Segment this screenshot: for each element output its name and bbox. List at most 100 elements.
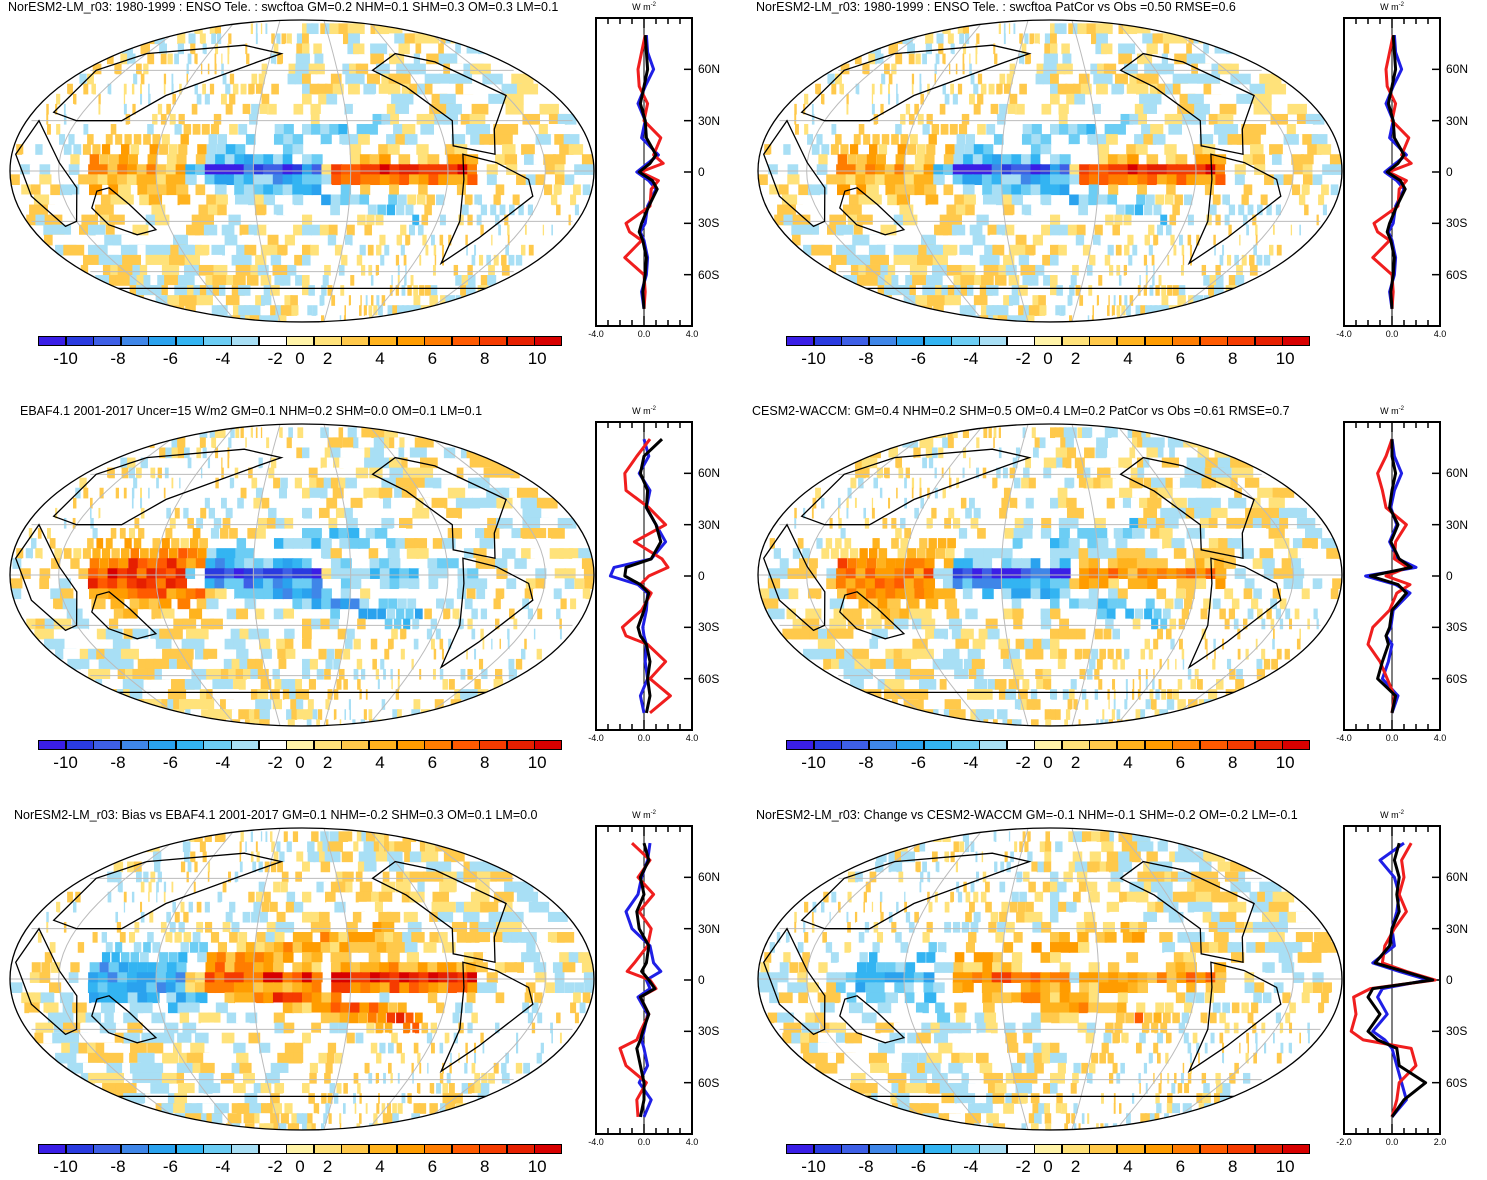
colorbar-swatch <box>1144 740 1173 750</box>
map-cell <box>507 224 510 236</box>
map-cell <box>172 93 176 105</box>
map-cell <box>1050 427 1057 439</box>
map-cell <box>292 144 304 155</box>
map-cell <box>399 578 410 590</box>
map-cell <box>484 528 500 539</box>
map-cell <box>166 911 171 923</box>
map-cell <box>1028 305 1037 316</box>
map-cell <box>322 467 333 479</box>
map-cell <box>318 93 329 105</box>
map-cell <box>533 628 536 640</box>
map-cell <box>983 144 994 155</box>
map-cell <box>330 204 340 216</box>
map-cell <box>380 658 385 670</box>
map-cell <box>228 437 232 449</box>
map-cell <box>1088 164 1100 175</box>
map-cell <box>557 113 577 125</box>
map-cell <box>1069 548 1081 559</box>
map-cell <box>224 578 236 590</box>
map-cell <box>217 134 227 145</box>
map-cell <box>327 638 337 650</box>
map-cell <box>449 63 470 75</box>
map-cell <box>885 558 896 569</box>
map-cell <box>1186 528 1201 539</box>
map-cell <box>1008 23 1011 35</box>
map-cell <box>166 962 177 973</box>
map-cell <box>148 598 163 610</box>
map-cell <box>265 23 268 35</box>
map-cell <box>1171 719 1185 726</box>
map-cell <box>871 507 875 519</box>
map-cell <box>1034 254 1044 266</box>
map-cell <box>1013 214 1025 226</box>
map-cell <box>464 194 473 206</box>
map-cell <box>156 477 159 489</box>
map-cell <box>1077 528 1089 539</box>
map-cell <box>138 528 145 539</box>
map-cell <box>259 315 270 322</box>
map-cell <box>377 679 380 690</box>
map-cell <box>420 911 436 923</box>
map-cell <box>911 477 915 489</box>
map-cell <box>948 507 955 519</box>
map-cell <box>495 184 505 196</box>
map-cell <box>227 447 230 459</box>
map-cell <box>502 932 519 943</box>
colorbar-tick-label: -10 <box>801 753 826 772</box>
map-cell <box>483 467 506 479</box>
map-cell <box>1078 548 1090 559</box>
map-cell <box>783 214 802 226</box>
map-cell <box>443 608 451 620</box>
map-cell <box>821 497 825 509</box>
map-cell <box>286 709 294 720</box>
map-cell <box>276 841 281 853</box>
map-cell <box>34 628 54 640</box>
map-cell <box>115 507 119 519</box>
map-cell <box>929 638 945 650</box>
colorbar-swatch <box>506 336 535 346</box>
map-cell <box>1129 295 1134 306</box>
map-cell <box>961 113 970 125</box>
map-cell <box>1158 679 1162 690</box>
map-cell <box>1013 23 1016 35</box>
map-cell <box>1094 628 1103 640</box>
map-cell <box>797 568 808 579</box>
map-cell <box>1132 244 1138 256</box>
map-cell <box>831 124 837 135</box>
map-cell <box>1237 628 1241 640</box>
map-cell <box>1174 598 1183 610</box>
map-cell <box>185 588 198 600</box>
map-cell <box>418 164 430 175</box>
map-cell <box>374 93 389 105</box>
map-cell <box>1076 113 1088 125</box>
map-cell <box>340 588 352 600</box>
map-cell <box>1050 689 1058 700</box>
map-cell <box>275 305 285 316</box>
map-cell <box>1281 154 1295 165</box>
map-cell <box>1124 295 1128 306</box>
map-cell <box>310 103 321 115</box>
map-cell <box>1016 315 1027 322</box>
map-cell <box>1041 103 1052 115</box>
map-cell <box>871 93 874 105</box>
lat-label: 0 <box>1446 569 1453 583</box>
map-cell <box>479 538 494 549</box>
map-cell <box>35 144 43 155</box>
map-cell <box>98 658 119 670</box>
map-cell <box>480 628 484 640</box>
map <box>757 19 1343 323</box>
map-cell <box>1034 305 1042 316</box>
map-cell <box>1066 497 1077 509</box>
map-cell <box>777 164 789 175</box>
map-cell <box>960 497 967 509</box>
map-cell <box>1106 204 1116 216</box>
map-cell <box>1030 164 1042 175</box>
map-cell <box>1103 467 1117 479</box>
map-cell <box>292 942 304 953</box>
map-cell <box>370 457 384 469</box>
map-cell <box>159 315 182 322</box>
map-cell <box>188 33 196 45</box>
map-cell <box>1321 184 1329 196</box>
meridian <box>58 20 193 322</box>
map-cell <box>1065 709 1071 720</box>
